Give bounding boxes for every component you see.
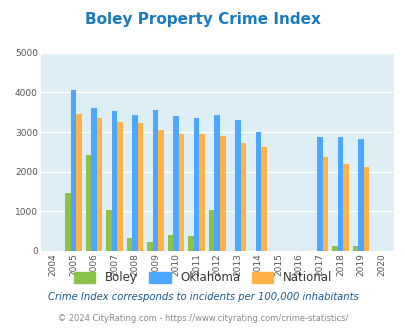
Bar	[173, 116, 179, 251]
Bar	[70, 90, 76, 251]
Bar	[96, 118, 102, 251]
Bar	[65, 193, 70, 251]
Legend: Boley, Oklahoma, National: Boley, Oklahoma, National	[69, 267, 336, 289]
Bar	[316, 137, 322, 251]
Bar	[234, 120, 240, 251]
Bar	[342, 164, 348, 251]
Bar	[240, 143, 245, 251]
Bar	[352, 246, 357, 251]
Bar	[220, 136, 225, 251]
Bar	[209, 211, 214, 251]
Bar	[322, 157, 327, 251]
Bar	[106, 210, 111, 251]
Bar	[152, 110, 158, 251]
Bar	[255, 132, 260, 251]
Bar	[363, 167, 369, 251]
Bar	[331, 246, 337, 251]
Bar	[132, 115, 138, 251]
Bar	[111, 112, 117, 251]
Bar	[260, 148, 266, 251]
Bar	[337, 137, 342, 251]
Bar	[188, 236, 194, 251]
Text: Crime Index corresponds to incidents per 100,000 inhabitants: Crime Index corresponds to incidents per…	[47, 292, 358, 302]
Bar	[91, 108, 96, 251]
Bar	[117, 122, 123, 251]
Bar	[147, 242, 152, 251]
Text: Boley Property Crime Index: Boley Property Crime Index	[85, 12, 320, 26]
Bar	[138, 123, 143, 251]
Bar	[167, 235, 173, 251]
Bar	[85, 154, 91, 251]
Text: © 2024 CityRating.com - https://www.cityrating.com/crime-statistics/: © 2024 CityRating.com - https://www.city…	[58, 314, 347, 323]
Bar	[194, 118, 199, 251]
Bar	[214, 115, 220, 251]
Bar	[357, 139, 363, 251]
Bar	[199, 134, 205, 251]
Bar	[179, 134, 184, 251]
Bar	[158, 130, 164, 251]
Bar	[126, 238, 132, 251]
Bar	[76, 114, 81, 251]
